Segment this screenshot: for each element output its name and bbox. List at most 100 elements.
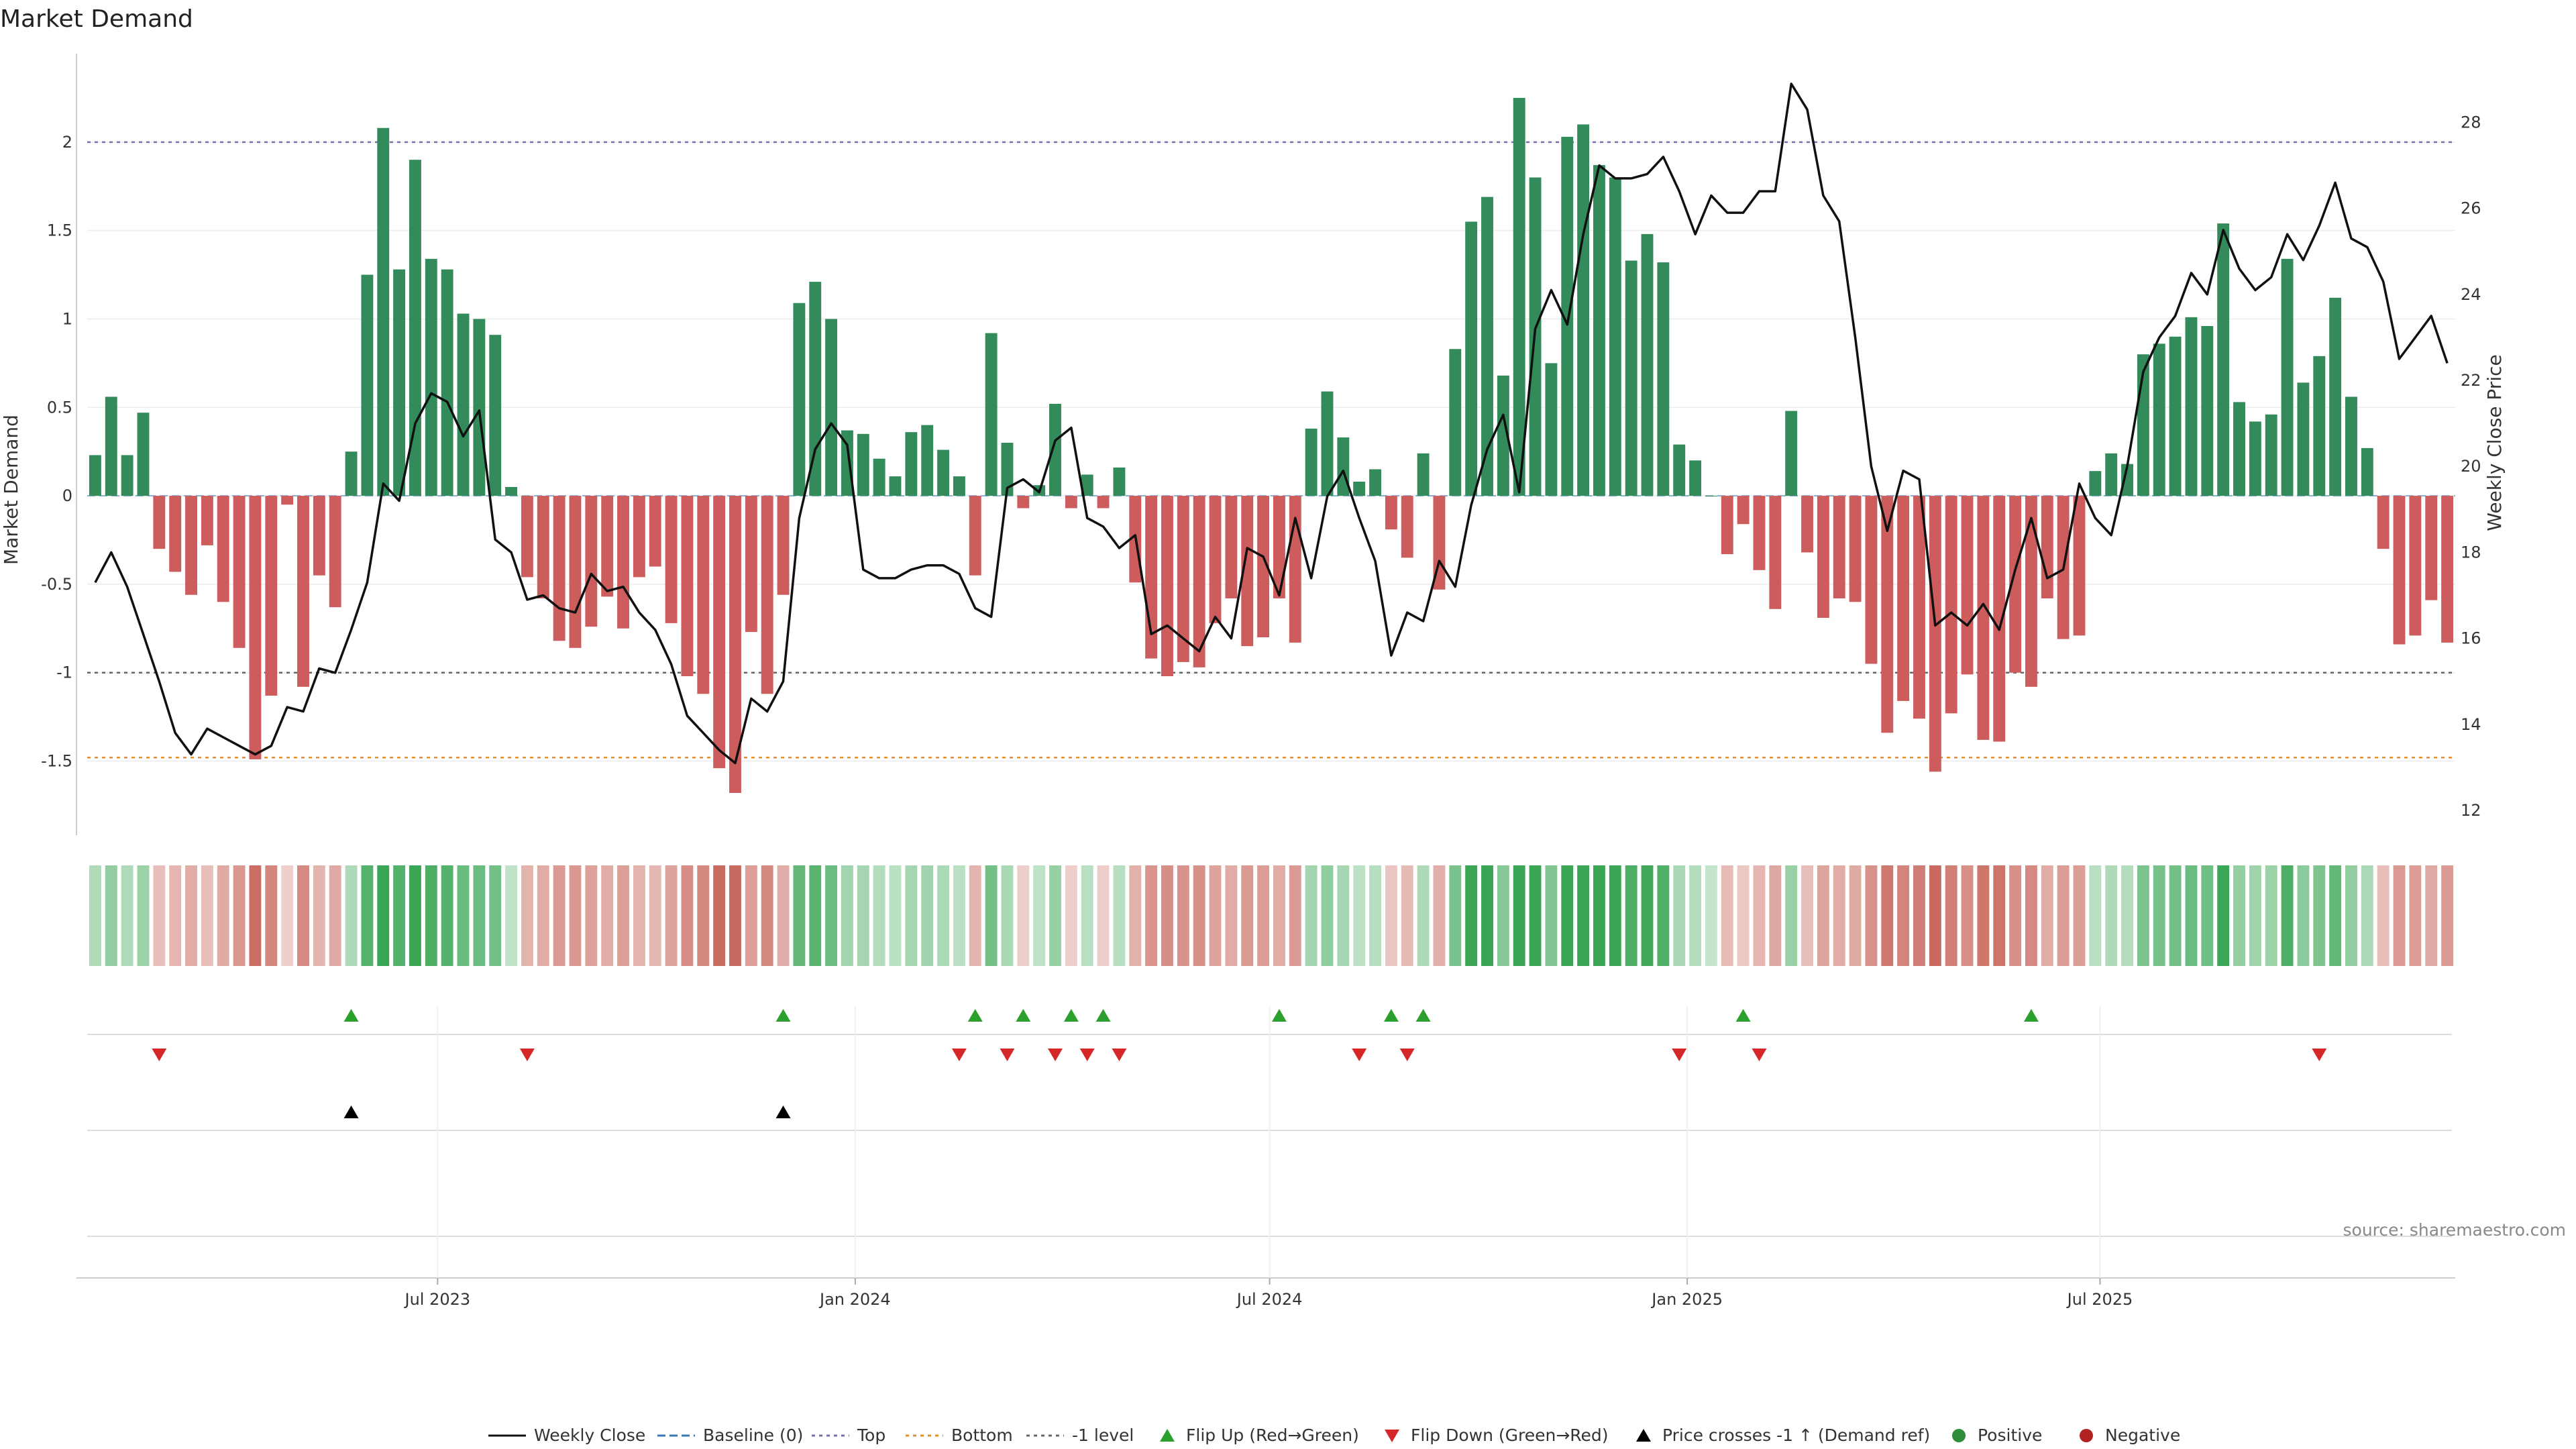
heat-cell: [1161, 865, 1173, 966]
heat-cell: [1369, 865, 1381, 966]
positive-bar: [1673, 444, 1686, 496]
heat-cell: [873, 865, 885, 966]
positive-bar: [937, 449, 949, 496]
negative-bar: [2073, 496, 2086, 636]
heat-cell: [1577, 865, 1590, 966]
positive-bar: [361, 274, 374, 496]
flip-down-marker: [1112, 1049, 1127, 1061]
positive-bar: [473, 319, 486, 496]
heat-cell: [2265, 865, 2277, 966]
legend-flip-up-swatch: [1160, 1429, 1175, 1442]
negative-bar: [1209, 496, 1222, 623]
flip-down-marker: [1048, 1049, 1063, 1061]
heat-cell: [1321, 865, 1334, 966]
negative-bar: [1097, 496, 1110, 508]
legend-price-cross-swatch: [1636, 1429, 1651, 1442]
negative-bar: [1273, 496, 1285, 598]
heat-cell: [1913, 865, 1925, 966]
heat-cell: [1673, 865, 1686, 966]
y2-tick-label: 28: [2461, 113, 2481, 132]
x-tick-label: Jan 2025: [1650, 1290, 1723, 1309]
heat-cell: [1689, 865, 1702, 966]
flip-down-marker: [1079, 1049, 1095, 1061]
flip-up-marker: [343, 1009, 359, 1022]
y-tick-label: 0: [62, 486, 72, 505]
negative-bar: [233, 496, 246, 648]
heat-cell: [2105, 865, 2118, 966]
heat-cell: [2217, 865, 2230, 966]
heat-cell: [1849, 865, 1862, 966]
y2-axis-label: Weekly Close Price: [2483, 354, 2506, 531]
legend-bottom-label: Bottom: [951, 1426, 1013, 1445]
positive-bar: [841, 430, 853, 496]
negative-bar: [681, 496, 694, 676]
y-tick-label: 1: [62, 309, 72, 328]
heat-cell: [825, 865, 838, 966]
heat-cell: [1961, 865, 1974, 966]
negative-bar: [745, 496, 757, 633]
heat-cell: [2169, 865, 2182, 966]
heat-cell: [601, 865, 614, 966]
flip-down-marker: [1399, 1049, 1415, 1061]
negative-bar: [521, 496, 533, 578]
positive-bar: [1641, 233, 1654, 496]
negative-bar: [1881, 496, 1894, 733]
heat-cell: [1625, 865, 1638, 966]
positive-bar: [489, 335, 502, 496]
negative-bar: [777, 496, 790, 595]
heat-cell: [2361, 865, 2373, 966]
heat-cell: [1113, 865, 1126, 966]
positive-bar: [905, 432, 918, 496]
price-cross-marker: [775, 1106, 791, 1118]
heat-cell: [937, 865, 949, 966]
price-cross-marker: [343, 1106, 359, 1118]
heat-cell: [1721, 865, 1733, 966]
heat-cell: [1273, 865, 1285, 966]
flip-down-marker: [951, 1049, 967, 1061]
positive-bar: [889, 476, 902, 496]
heat-cell: [2329, 865, 2342, 966]
heat-cell: [1753, 865, 1766, 966]
heat-cell: [1305, 865, 1318, 966]
positive-bar: [2121, 464, 2133, 496]
heat-cell: [2057, 865, 2070, 966]
heat-cell: [809, 865, 822, 966]
heat-cell: [1193, 865, 1205, 966]
positive-bar: [953, 476, 965, 496]
heat-cell: [745, 865, 757, 966]
positive-bar: [1465, 221, 1478, 496]
y2-tick-label: 14: [2461, 715, 2481, 734]
heat-cell: [793, 865, 806, 966]
negative-bar: [2377, 496, 2390, 549]
negative-bar: [1897, 496, 1910, 701]
negative-bar: [249, 496, 262, 759]
negative-bar: [585, 496, 598, 627]
negative-bar: [1913, 496, 1925, 719]
x-tick-label: Jul 2024: [1236, 1290, 1303, 1309]
chart-title: Market Demand: [0, 5, 193, 33]
negative-bar: [729, 496, 741, 793]
heat-cell: [345, 865, 358, 966]
heat-cell: [2073, 865, 2086, 966]
negative-bar: [569, 496, 582, 648]
positive-bar: [921, 425, 934, 496]
heat-cell: [2089, 865, 2102, 966]
positive-bar: [985, 333, 998, 496]
heat-cell: [2313, 865, 2326, 966]
heat-cell: [921, 865, 934, 966]
negative-bar: [697, 496, 710, 694]
negative-bar: [1385, 496, 1397, 530]
positive-bar: [1561, 136, 1574, 496]
negative-bar: [1257, 496, 1270, 637]
legend: Weekly Close Baseline (0) Top Bottom -1 leve…: [488, 1426, 2180, 1445]
heat-cell: [2025, 865, 2037, 966]
heat-cell: [969, 865, 981, 966]
negative-bar: [1817, 496, 1829, 618]
negative-bar: [1833, 496, 1845, 598]
flip-up-marker: [1063, 1009, 1079, 1022]
flip-up-marker: [1016, 1009, 1031, 1022]
heat-cell: [2121, 865, 2133, 966]
heat-cell: [1705, 865, 1717, 966]
positive-bar: [409, 160, 421, 496]
negative-bar: [201, 496, 213, 545]
